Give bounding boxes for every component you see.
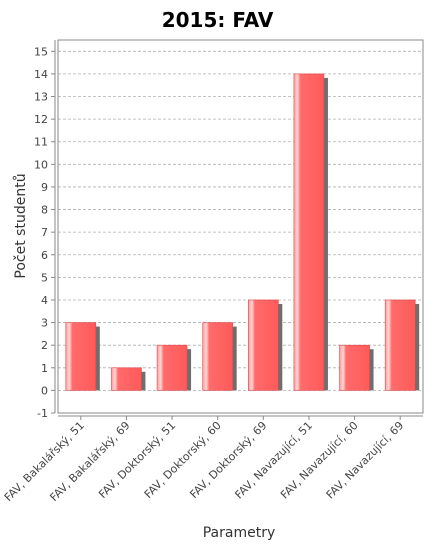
y-tick-label: 7 <box>41 226 48 239</box>
bar <box>384 299 416 391</box>
plot-border <box>57 39 424 414</box>
y-tick-label: 8 <box>41 204 48 217</box>
x-tick-label: FAV, Doktorský, 51 <box>96 419 178 501</box>
y-tick-label: 11 <box>34 136 48 149</box>
x-tick-label: FAV, Bakalářský, 69 <box>47 419 132 504</box>
x-tick-label: FAV, Navazující, 60 <box>278 419 361 502</box>
y-tick-label: 10 <box>34 158 48 171</box>
chart-title: 2015: FAV <box>162 8 274 32</box>
y-tick-label: -1 <box>37 407 48 420</box>
bar <box>293 73 325 391</box>
y-tick-label: 15 <box>34 45 48 58</box>
x-axis-label: Parametry <box>203 525 276 541</box>
y-tick-label: 9 <box>41 181 48 194</box>
x-tick-label: FAV, Navazující, 51 <box>232 419 315 502</box>
y-tick-label: 14 <box>34 68 48 81</box>
bar <box>202 322 233 391</box>
y-tick-label: 5 <box>41 271 48 284</box>
bar <box>156 344 188 391</box>
y-tick-label: 2 <box>41 339 48 352</box>
x-tick-label: FAV, Doktorský, 69 <box>187 419 269 501</box>
bars <box>65 73 416 391</box>
y-tick-label: 13 <box>34 91 48 104</box>
y-tick-label: 0 <box>41 384 48 397</box>
bar <box>339 344 370 391</box>
bar <box>65 322 97 391</box>
y-tick-label: 4 <box>41 294 48 307</box>
y-tick-label: 12 <box>34 113 48 126</box>
bar <box>111 367 142 391</box>
y-tick-label: 1 <box>41 362 48 375</box>
x-tick-label: FAV, Navazující, 69 <box>324 419 407 502</box>
y-tick-label: 3 <box>41 317 48 330</box>
x-tick-label: FAV, Doktorský, 60 <box>142 419 224 501</box>
y-tick-label: 6 <box>41 249 48 262</box>
bar <box>248 299 279 391</box>
y-axis-label: Počet studentů <box>13 173 29 278</box>
x-tick-label: FAV, Bakalářský, 51 <box>2 419 87 504</box>
